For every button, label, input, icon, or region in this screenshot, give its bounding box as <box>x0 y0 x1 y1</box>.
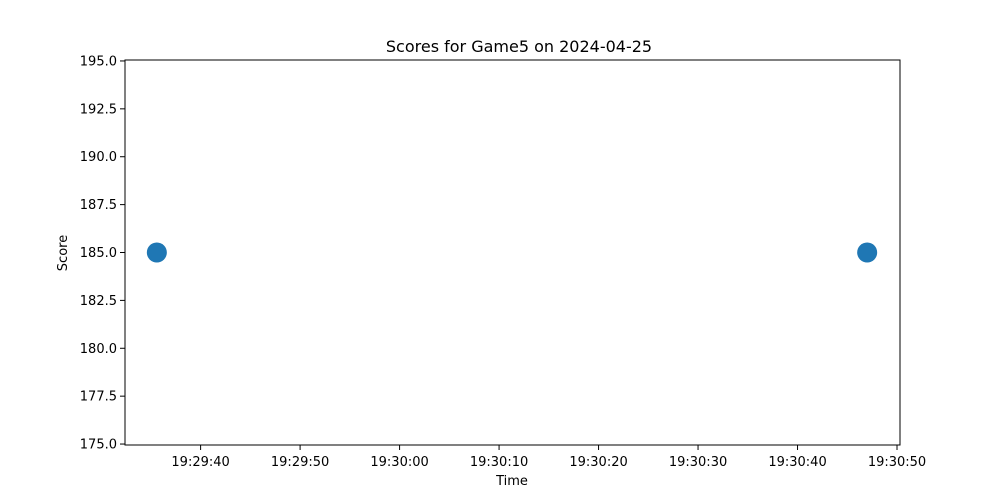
plot-area <box>124 59 901 446</box>
x-tick-label: 19:30:30 <box>669 455 727 470</box>
plot-frame <box>124 59 901 446</box>
x-axis: 19:29:40 19:29:50 19:30:00 19:30:10 19:30:20… <box>171 445 926 470</box>
chart-title: Scores for Game5 on 2024-04-25 <box>386 37 652 56</box>
x-tick-label: 19:30:00 <box>370 455 428 470</box>
y-tick-label: 175.0 <box>80 438 117 453</box>
y-tick-label: 177.5 <box>80 390 117 405</box>
y-tick-label: 185.0 <box>80 246 117 261</box>
x-tick-label: 19:29:50 <box>271 455 329 470</box>
data-points <box>146 242 878 263</box>
x-tick-label: 19:30:50 <box>868 455 926 470</box>
data-point <box>857 242 878 263</box>
x-tick-label: 19:29:40 <box>171 455 229 470</box>
y-tick-label: 187.5 <box>80 198 117 213</box>
y-tick-label: 195.0 <box>80 54 117 69</box>
y-tick-label: 182.5 <box>80 294 117 309</box>
x-tick-label: 19:30:10 <box>470 455 528 470</box>
y-axis: 175.0 177.5 180.0 182.5 185.0 187.5 190.0 192.5… <box>80 54 125 453</box>
y-tick-label: 190.0 <box>80 150 117 165</box>
y-tick-label: 192.5 <box>80 102 117 117</box>
data-point <box>146 242 167 263</box>
x-tick-label: 19:30:40 <box>768 455 826 470</box>
x-tick-label: 19:30:20 <box>569 455 627 470</box>
y-axis-label: Score <box>56 235 71 271</box>
y-tick-label: 180.0 <box>80 342 117 357</box>
x-axis-label: Time <box>495 474 528 489</box>
